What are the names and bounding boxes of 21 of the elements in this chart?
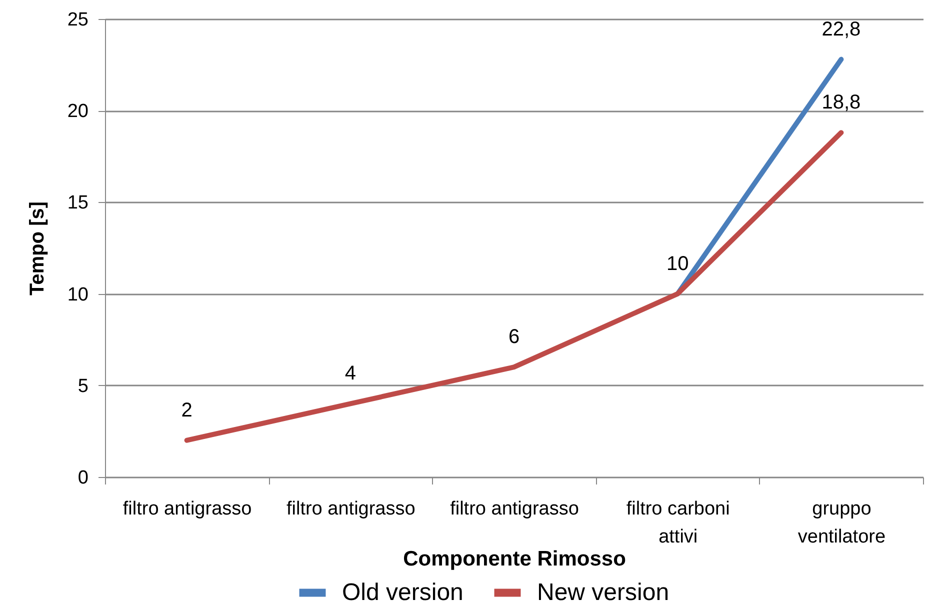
x-tick-label: filtro antigrasso — [286, 498, 416, 520]
y-tick-label: 10 — [67, 284, 88, 306]
x-tick-label: filtro antigrasso — [450, 498, 579, 520]
legend-label: Old version — [342, 578, 464, 606]
y-tick-label: 5 — [78, 376, 88, 397]
data-label: 6 — [508, 326, 520, 348]
x-tick-label: filtro carboni attivi — [626, 498, 730, 548]
data-label: 2 — [181, 399, 192, 422]
y-axis-title: Tempo [s] — [26, 201, 48, 296]
data-label: 10 — [666, 252, 689, 275]
x-tick-label: filtro antigrasso — [122, 498, 252, 520]
y-tick-label: 25 — [67, 10, 88, 30]
y-tick-label: 0 — [78, 468, 88, 488]
x-tick-label: gruppo ventilatore — [798, 498, 886, 548]
y-tick-label: 15 — [67, 192, 88, 214]
legend-label: New version — [537, 578, 670, 606]
data-label: 18,8 — [822, 92, 861, 114]
data-label: 22,8 — [822, 18, 861, 40]
data-label: 4 — [344, 362, 356, 385]
x-axis-title: Componente Rimosso — [403, 548, 626, 570]
y-tick-label: 20 — [67, 101, 88, 122]
